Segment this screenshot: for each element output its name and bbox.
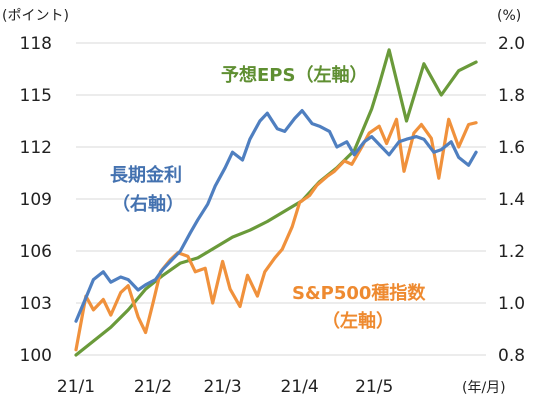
- left-axis-unit: (ポイント): [2, 8, 69, 24]
- left-tick-label: 112: [20, 138, 52, 158]
- right-tick-label: 1.8: [498, 86, 525, 106]
- right-tick-label: 1.6: [498, 138, 525, 158]
- eps-series-line: [74, 48, 478, 357]
- left-axis-ticks: 100 103 106 109 112 115 118: [20, 34, 52, 366]
- right-axis-ticks: 0.8 1.0 1.2 1.4 1.6 1.8 2.0: [498, 34, 525, 366]
- x-tick-label: 21/5: [355, 377, 393, 397]
- right-axis-unit: (%): [497, 8, 521, 24]
- right-tick-label: 1.2: [498, 242, 525, 262]
- x-tick-label: 21/2: [134, 377, 172, 397]
- x-axis-unit: (年/月): [462, 380, 506, 396]
- left-tick-label: 100: [20, 346, 52, 366]
- left-tick-label: 103: [20, 294, 52, 314]
- yield-series-line: [74, 108, 478, 323]
- yield-series-axis-label: （右軸）: [112, 193, 184, 215]
- x-axis-ticks: 21/1 21/2 21/3 21/4 21/5: [57, 377, 393, 397]
- left-tick-label: 118: [20, 34, 52, 54]
- right-tick-label: 1.4: [498, 190, 525, 210]
- sp500-series-axis-label: （左軸）: [322, 310, 394, 332]
- x-tick-label: 21/1: [57, 377, 95, 397]
- series-layer: [74, 48, 478, 357]
- left-tick-label: 115: [20, 86, 52, 106]
- left-tick-label: 106: [20, 242, 52, 262]
- yield-series-label: 長期金利: [110, 164, 182, 186]
- x-tick-label: 21/4: [281, 377, 319, 397]
- x-tick-label: 21/3: [204, 377, 242, 397]
- left-tick-label: 109: [20, 190, 52, 210]
- right-tick-label: 2.0: [498, 34, 525, 54]
- eps-series-label: 予想EPS（左軸）: [221, 64, 367, 86]
- right-tick-label: 0.8: [498, 346, 525, 366]
- right-tick-label: 1.0: [498, 294, 525, 314]
- sp500-series-label: S&P500種指数: [292, 282, 426, 304]
- sp500-series-line: [74, 117, 478, 352]
